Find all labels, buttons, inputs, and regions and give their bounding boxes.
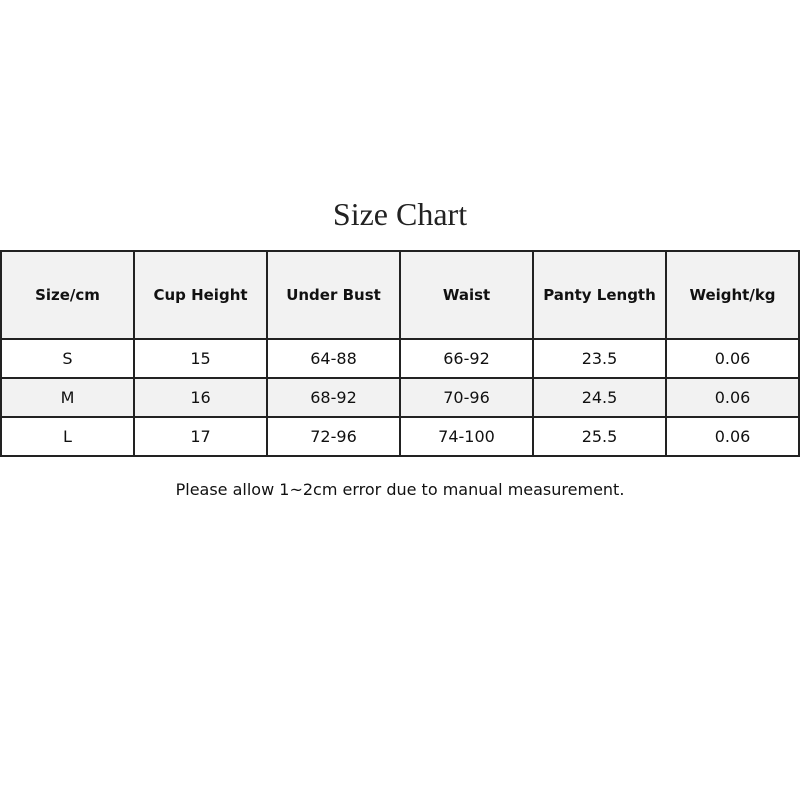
measurement-note: Please allow 1~2cm error due to manual m… (175, 480, 625, 499)
table-cell: 68-92 (266, 377, 401, 418)
column-header: Cup Height (133, 250, 268, 340)
table-cell: 72-96 (266, 416, 401, 457)
table-header-row: Size/cm Cup Height Under Bust Waist Panty Le… (0, 250, 800, 340)
table-cell: 0.06 (665, 338, 800, 379)
table-cell: 16 (133, 377, 268, 418)
table-cell: 17 (133, 416, 268, 457)
table-cell: L (0, 416, 135, 457)
page-title: Size Chart (332, 196, 468, 232)
table-cell: 23.5 (532, 338, 667, 379)
table-cell: 15 (133, 338, 268, 379)
table-cell: 70-96 (399, 377, 534, 418)
table-row: M 16 68-92 70-96 24.5 0.06 (0, 377, 800, 418)
table-cell: 24.5 (532, 377, 667, 418)
column-header: Weight/kg (665, 250, 800, 340)
table-cell: 0.06 (665, 416, 800, 457)
table-cell: 64-88 (266, 338, 401, 379)
table-row: S 15 64-88 66-92 23.5 0.06 (0, 338, 800, 379)
table-cell: 66-92 (399, 338, 534, 379)
column-header: Panty Length (532, 250, 667, 340)
size-chart-table: Size/cm Cup Height Under Bust Waist Panty Le… (0, 250, 800, 457)
column-header: Size/cm (0, 250, 135, 340)
table-row: L 17 72-96 74-100 25.5 0.06 (0, 416, 800, 457)
column-header: Waist (399, 250, 534, 340)
table-cell: 74-100 (399, 416, 534, 457)
table-cell: 0.06 (665, 377, 800, 418)
column-header: Under Bust (266, 250, 401, 340)
table-cell: M (0, 377, 135, 418)
table-cell: 25.5 (532, 416, 667, 457)
table-cell: S (0, 338, 135, 379)
